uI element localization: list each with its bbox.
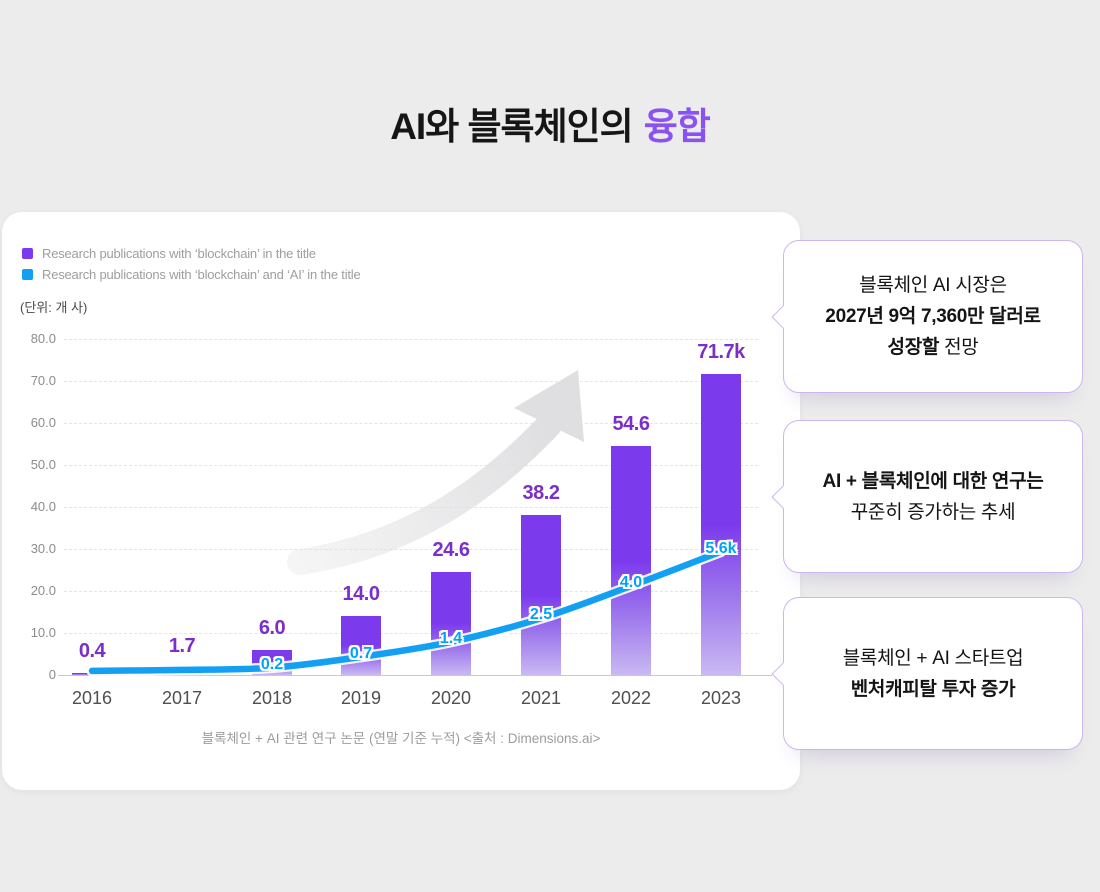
callout-text: 꾸준히 증가하는 추세 [850, 501, 1016, 523]
callout-text: 2027년 9억 7,360만 달러로 [825, 306, 1041, 327]
chart-legend: Research publications with ‘blockchain’ … [22, 246, 361, 288]
y-tick-label: 0 [48, 667, 56, 682]
gridline [64, 339, 758, 340]
y-tick-label: 70.0 [30, 373, 56, 388]
line-value-label: 4.0 [619, 574, 643, 591]
unit-label: (단위: 개 사) [20, 300, 88, 315]
gridline [64, 633, 758, 634]
legend-label: Research publications with ‘blockchain’ … [42, 267, 361, 282]
bar-value-label: 6.0 [258, 616, 286, 639]
callout-line: 꾸준히 증가하는 추세 [851, 497, 1016, 528]
bar-2016 [72, 672, 112, 675]
legend-item: Research publications with ‘blockchain’ … [22, 267, 361, 282]
callout-line: 2027년 9억 7,360만 달러로 [825, 301, 1041, 332]
y-tick-label: 60.0 [30, 415, 56, 430]
callout-line: 블록체인 AI 시장은 [859, 270, 1007, 301]
bar-value-label: 24.6 [432, 538, 470, 561]
legend-label: Research publications with ‘blockchain’ … [42, 246, 316, 261]
x-tick-label: 2023 [700, 688, 742, 708]
callout-text: 전망 [939, 337, 979, 358]
x-tick-label: 2022 [610, 688, 652, 708]
bar-value-label: 71.7k [697, 340, 745, 363]
bar-value-label: 1.7 [168, 634, 196, 657]
legend-item: Research publications with ‘blockchain’ … [22, 246, 361, 261]
line-value-label: 2.5 [529, 606, 553, 624]
callout-text: 벤처캐피탈 투자 증가 [850, 678, 1016, 700]
chart-plot: 80.0 70.0 60.0 50.0 40.0 30.0 20.0 10.0 0 0.4 2016… [2, 212, 800, 790]
y-tick-label: 80.0 [30, 331, 56, 346]
callout-line: 성장할 전망 [888, 332, 979, 363]
legend-swatch-icon [22, 248, 33, 259]
line-value-label: 5.6k [705, 539, 737, 557]
chart-card: Research publications with ‘blockchain’ … [2, 212, 800, 790]
x-tick-label: 2019 [340, 688, 382, 708]
page-title: AI와 블록체인의 융합 [0, 96, 1100, 150]
legend-swatch-icon [22, 269, 33, 280]
page-title-prefix: AI와 블록체인의 [390, 106, 634, 147]
callout-line: 블록체인 + AI 스타트업 [843, 643, 1024, 674]
line-value-label: 0.2 [260, 655, 284, 673]
bar-2021 [521, 514, 561, 675]
x-tick-label: 2018 [251, 688, 293, 708]
gridline [64, 381, 758, 382]
line-value-label: 0.7 [349, 644, 373, 662]
y-tick-label: 40.0 [30, 499, 56, 514]
page-title-accent: 융합 [643, 106, 711, 147]
bar-2017 [162, 667, 202, 675]
bar-value-label: 0.4 [78, 639, 106, 662]
x-axis-line [58, 675, 772, 676]
bar-value-label: 14.0 [342, 583, 380, 606]
bar-2022 [611, 445, 651, 675]
x-tick-label: 2017 [161, 688, 203, 708]
bar-2020 [431, 571, 471, 675]
chart-caption: 블록체인 + AI 관련 연구 논문 (연말 기준 누적) <출처 : Dime… [201, 731, 601, 746]
callout-text: 블록체인 + AI 스타트업 [842, 647, 1024, 669]
callout-text: 성장할 [887, 337, 940, 358]
callout-line: AI + 블록체인에 대한 연구는 [823, 466, 1044, 497]
callout-text: 블록체인 AI 시장은 [859, 275, 1007, 296]
x-tick-label: 2021 [520, 688, 562, 708]
y-tick-label: 30.0 [30, 541, 56, 556]
gridline [64, 465, 758, 466]
bar-value-label: 38.2 [522, 481, 560, 504]
bar-2023 [701, 373, 741, 675]
bar-value-label: 54.6 [612, 412, 650, 435]
line-value-label: 1.4 [439, 629, 463, 647]
gridline [64, 507, 758, 508]
y-tick-label: 20.0 [30, 583, 56, 598]
y-tick-label: 50.0 [30, 457, 56, 472]
y-tick-label: 10.0 [30, 625, 56, 640]
callout-text: AI + 블록체인에 대한 연구는 [822, 470, 1044, 492]
callout-line: 벤처캐피탈 투자 증가 [851, 674, 1016, 705]
x-tick-label: 2016 [71, 688, 113, 708]
x-tick-label: 2020 [430, 688, 472, 708]
